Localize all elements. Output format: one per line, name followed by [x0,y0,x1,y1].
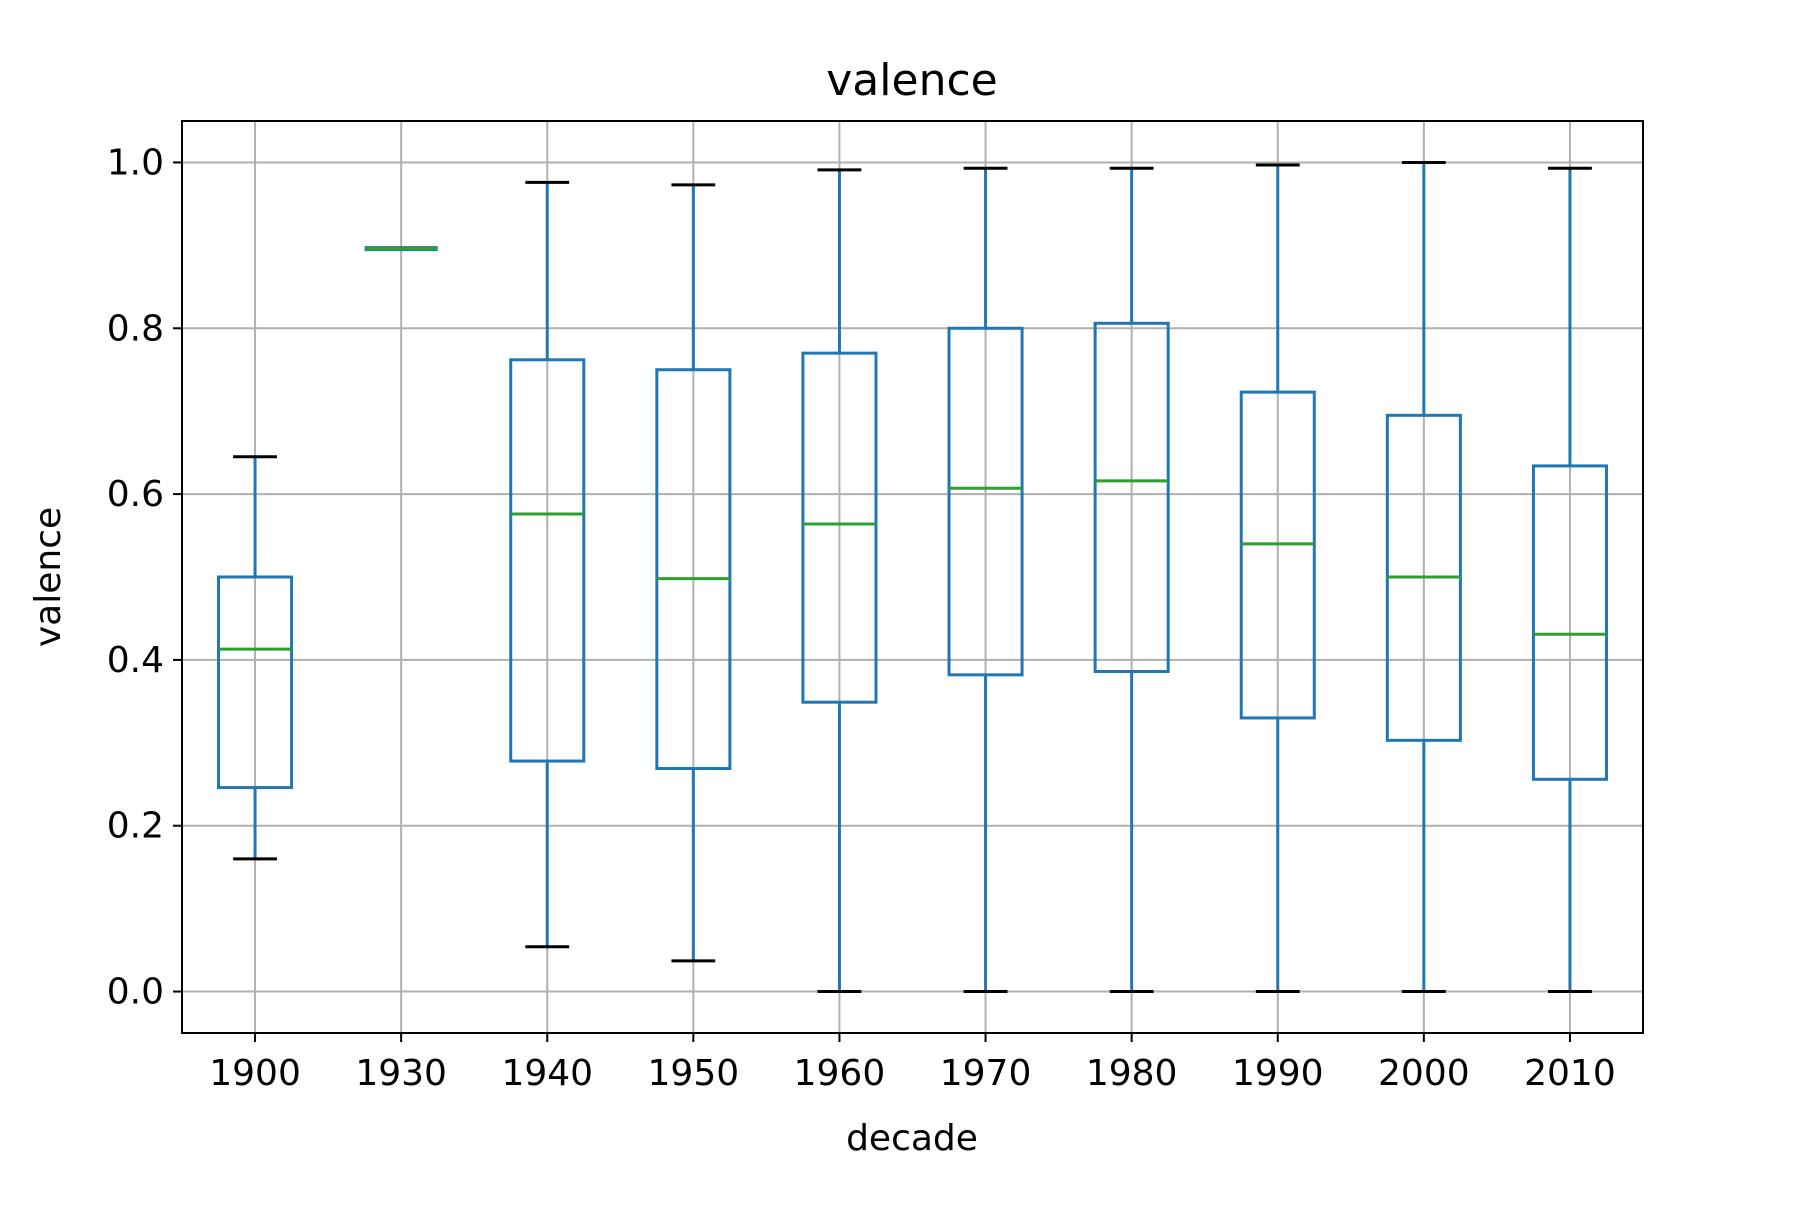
x-tick-label: 1990 [1232,1053,1324,1094]
y-tick-label: 0.8 [107,308,164,349]
axes-frame [181,120,1644,1034]
iqr-box [217,575,294,790]
box-1980 [1093,166,1170,994]
chart-title: valence [826,55,997,106]
tick-layer: 0.0 0.2 0.4 0.6 0.8 1.0 1900 1930 1940 1950 1960 19… [107,142,1616,1094]
iqr-box [1239,390,1316,720]
box-2010 [1531,166,1608,994]
x-axis-label: decade [846,1118,978,1159]
iqr-box [1093,321,1170,674]
x-tick-label: 1950 [648,1053,740,1094]
y-axis-label: valence [28,507,69,647]
box-1960 [801,168,878,994]
x-tick-label: 1940 [501,1053,593,1094]
iqr-box [947,326,1024,677]
y-tick-label: 0.4 [107,640,164,681]
iqr-box [509,358,586,763]
x-tick-label: 1970 [940,1053,1032,1094]
box-1940 [509,180,586,949]
y-tick-label: 0.6 [107,474,164,515]
x-tick-label: 1930 [355,1053,447,1094]
box-1900 [217,455,294,861]
x-tick-label: 1980 [1086,1053,1178,1094]
box-1990 [1239,163,1316,994]
box-2000 [1385,160,1462,994]
box-1950 [655,183,732,963]
y-tick-label: 1.0 [107,142,164,183]
x-tick-label: 1900 [209,1053,301,1094]
y-tick-label: 0.2 [107,806,164,847]
x-tick-label: 1960 [794,1053,886,1094]
y-tick-label: 0.0 [107,972,164,1013]
x-tick-label: 2010 [1524,1053,1616,1094]
box-layer [217,160,1608,994]
box-1970 [947,166,1024,994]
x-tick-label: 2000 [1378,1053,1470,1094]
iqr-box [801,351,878,704]
iqr-box [655,368,732,771]
iqr-box [1531,464,1608,781]
